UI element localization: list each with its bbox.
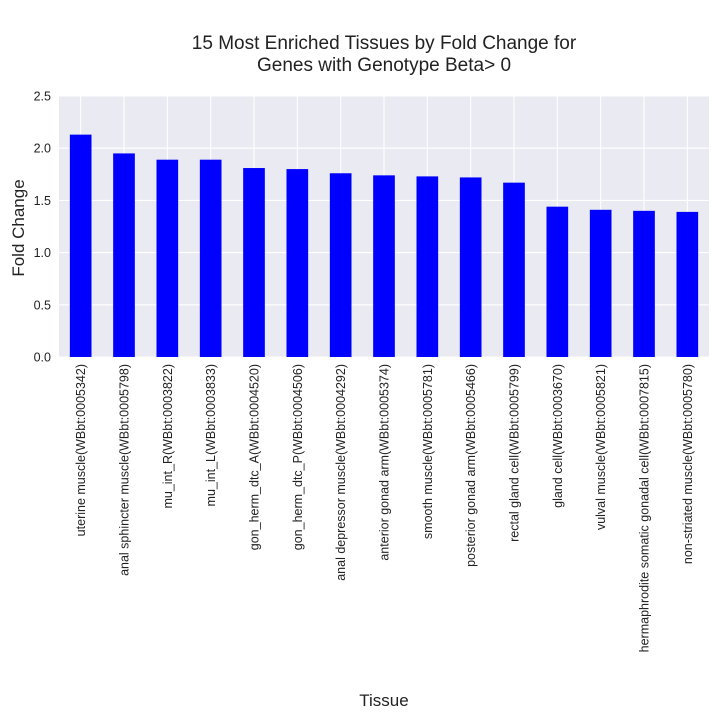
bar bbox=[589, 209, 612, 357]
y-tick-label: 1.5 bbox=[34, 194, 51, 208]
x-tick-label: posterior gonad arm(WBbt:0005466) bbox=[464, 364, 478, 567]
y-tick-label: 0.5 bbox=[34, 298, 51, 312]
bar bbox=[676, 211, 699, 357]
x-tick-label: gon_herm_dtc_P(WBbt:0004506) bbox=[291, 364, 305, 550]
bar bbox=[546, 206, 569, 357]
x-tick-label: hermaphrodite somatic gonadal cell(WBbt:… bbox=[638, 364, 652, 652]
x-tick-label: gland cell(WBbt:0003670) bbox=[551, 364, 565, 508]
bar bbox=[199, 159, 222, 357]
bars bbox=[69, 134, 699, 357]
bar bbox=[373, 175, 395, 357]
x-axis-ticks: uterine muscle(WBbt:0005342) anal sphinct… bbox=[74, 364, 695, 652]
x-tick-label: rectal gland cell(WBbt:0005799) bbox=[508, 364, 522, 542]
x-tick-label: anterior gonad arm(WBbt:0005374) bbox=[378, 364, 392, 561]
y-axis-title: Fold Change bbox=[9, 179, 28, 276]
x-axis-title: Tissue bbox=[359, 691, 408, 710]
x-tick-label: anal depressor muscle(WBbt:0004292) bbox=[334, 364, 348, 581]
bar bbox=[503, 182, 525, 357]
bar bbox=[329, 173, 352, 357]
y-tick-label: 1.0 bbox=[34, 246, 51, 260]
y-tick-label: 2.5 bbox=[34, 90, 51, 104]
y-tick-label: 2.0 bbox=[34, 142, 51, 156]
bar bbox=[69, 134, 92, 357]
x-tick-label: gon_herm_dtc_A(WBbt:0004520) bbox=[248, 364, 262, 550]
y-axis-ticks: 0.0 0.5 1.0 1.5 2.0 2.5 bbox=[34, 90, 51, 365]
bar bbox=[243, 168, 265, 357]
x-tick-label: uterine muscle(WBbt:0005342) bbox=[74, 364, 88, 536]
x-tick-label: anal sphincter muscle(WBbt:0005798) bbox=[118, 364, 132, 576]
x-tick-label: mu_int_R(WBbt:0003822) bbox=[161, 364, 175, 509]
bar bbox=[156, 159, 179, 357]
bar bbox=[633, 210, 655, 357]
x-tick-label: vulval muscle(WBbt:0005821) bbox=[594, 364, 608, 530]
y-tick-label: 0.0 bbox=[34, 351, 51, 365]
bar bbox=[459, 177, 482, 357]
bar bbox=[416, 176, 439, 357]
chart-title-line-2: Genes with Genotype Beta> 0 bbox=[257, 55, 511, 76]
x-tick-label: non-striated muscle(WBbt:0005780) bbox=[681, 364, 695, 564]
bar bbox=[286, 169, 309, 357]
chart-title-line-1: 15 Most Enriched Tissues by Fold Change … bbox=[192, 33, 577, 54]
x-tick-label: mu_int_L(WBbt:0003833) bbox=[204, 364, 218, 506]
x-tick-label: smooth muscle(WBbt:0005781) bbox=[421, 364, 435, 539]
bar bbox=[113, 153, 135, 357]
